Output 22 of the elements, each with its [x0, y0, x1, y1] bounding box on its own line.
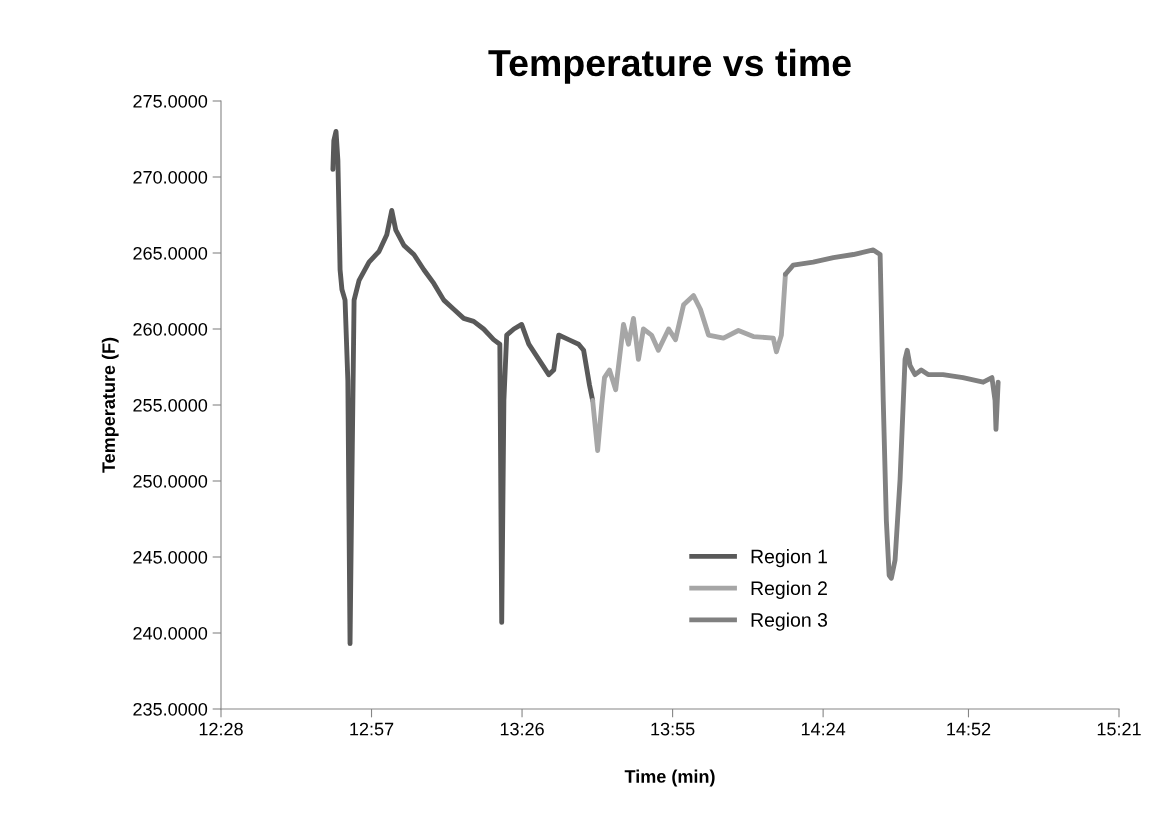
y-tick-label: 260.0000: [133, 322, 208, 336]
y-axis-title: Temperature (F): [101, 337, 119, 473]
y-tick-label: 245.0000: [133, 550, 208, 564]
legend-label: Region 2: [751, 580, 827, 599]
legend-label: Region 3: [751, 612, 828, 631]
y-tick-label: 270.0000: [133, 170, 208, 184]
y-tick-label: 250.0000: [133, 474, 208, 488]
y-tick-label: 275.0000: [133, 94, 208, 108]
x-tick-label: 13:26: [500, 722, 544, 736]
y-tick-label: 235.0000: [133, 702, 208, 716]
x-tick-label: 14:24: [801, 722, 846, 736]
x-tick-label: 12:28: [199, 722, 243, 736]
x-axis-title: Time (min): [624, 769, 715, 787]
x-tick-label: 15:21: [1097, 722, 1141, 736]
x-tick-label: 12:57: [350, 722, 394, 736]
legend-label: Region 1: [751, 549, 827, 568]
y-tick-label: 255.0000: [133, 398, 208, 412]
x-tick-label: 14:52: [947, 722, 991, 736]
chart-title: Temperature vs time: [488, 48, 851, 84]
x-tick-label: 13:55: [651, 722, 695, 736]
y-tick-label: 240.0000: [133, 626, 208, 640]
y-tick-label: 265.0000: [133, 246, 208, 260]
